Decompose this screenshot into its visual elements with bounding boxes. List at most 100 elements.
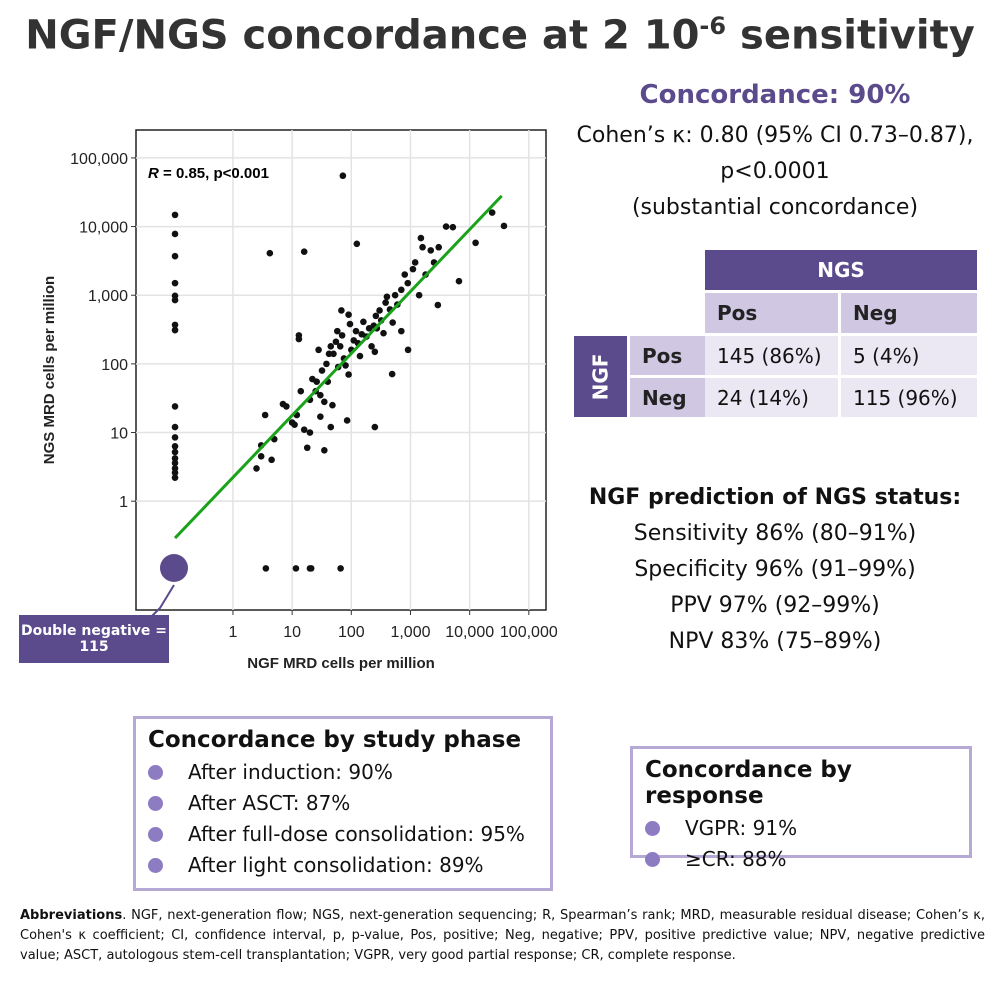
response-item: ≥CR: 88% <box>645 844 957 875</box>
point <box>321 447 328 454</box>
point <box>427 247 435 254</box>
cell: 5 (4%) <box>841 336 977 375</box>
prediction-line: Sensitivity 86% (80–91%) <box>633 521 917 546</box>
title-exponent: -6 <box>699 12 727 40</box>
kappa: Cohen’s κ: 0.80 (95% CI 0.73–0.87), p<0.… <box>560 118 990 226</box>
title-text: NGF/NGS concordance at 2 10 <box>25 12 700 59</box>
point <box>171 403 179 410</box>
point <box>295 332 303 339</box>
point <box>327 343 335 350</box>
x-axis-label: NGF MRD cells per million <box>247 655 435 672</box>
prediction-line: PPV 97% (92–99%) <box>670 593 880 618</box>
point <box>171 252 179 260</box>
callout-line <box>149 584 175 619</box>
point <box>306 429 314 436</box>
point <box>171 434 179 441</box>
point <box>415 291 423 299</box>
x-tick-label: 100,000 <box>500 624 558 641</box>
kappa-line: Cohen’s κ: 0.80 (95% CI 0.73–0.87), <box>576 123 974 148</box>
point <box>171 469 179 476</box>
col-group: NGS <box>705 250 977 290</box>
point <box>327 423 335 431</box>
kappa-line: p<0.0001 <box>720 159 830 184</box>
point <box>372 312 380 320</box>
trend-line <box>173 194 503 540</box>
x-tick-label: 100 <box>338 624 365 641</box>
abbreviations-label: Abbreviations <box>20 908 123 923</box>
point <box>337 565 344 572</box>
x-tick-label: 1,000 <box>390 624 430 641</box>
row-header: Pos <box>630 336 705 375</box>
point <box>300 426 308 433</box>
point <box>171 474 179 481</box>
point <box>317 413 324 421</box>
phase-item: After full-dose consolidation: 95% <box>148 819 538 850</box>
points <box>171 172 508 572</box>
point <box>371 348 379 356</box>
point <box>268 456 275 464</box>
point <box>401 271 409 278</box>
point <box>352 327 360 335</box>
point <box>292 565 300 572</box>
point <box>171 455 179 462</box>
abbreviations-text: . NGF, next-generation flow; NGS, next-g… <box>20 908 985 963</box>
point <box>332 338 340 346</box>
point <box>262 565 270 572</box>
y-axis-label: NGS MRD cells per million <box>41 276 58 464</box>
phase-item: After induction: 90% <box>148 757 538 788</box>
point <box>404 279 412 287</box>
point <box>345 311 352 319</box>
point <box>442 223 450 230</box>
concordance-title: Concordance: 90% <box>639 80 911 110</box>
point <box>411 259 419 266</box>
point <box>330 350 337 358</box>
prediction: NGF prediction of NGS status: Sensitivit… <box>560 480 990 660</box>
point <box>171 326 179 334</box>
abbreviations: Abbreviations. NGF, next-generation flow… <box>20 906 985 966</box>
y-tick-label: 10,000 <box>79 220 128 237</box>
point <box>472 239 479 247</box>
point <box>171 459 179 467</box>
response-title: Concordance by response <box>645 757 852 809</box>
point <box>329 401 336 409</box>
phase-item: After ASCT: 87% <box>148 788 538 819</box>
col-header: Pos <box>705 293 838 333</box>
phase-title: Concordance by study phase <box>148 727 522 753</box>
y-tick-label: 1,000 <box>88 288 128 305</box>
point <box>291 421 298 429</box>
y-tick-label: 10 <box>110 426 128 443</box>
point <box>360 318 367 326</box>
point <box>435 243 443 251</box>
x-tick-label: 1 <box>228 624 237 641</box>
point <box>455 277 463 285</box>
row-header: Neg <box>630 378 705 417</box>
annotation: R = 0.85, p<0.001 <box>148 165 269 182</box>
point <box>318 367 326 374</box>
y-tick-label: 1 <box>119 494 128 511</box>
point <box>346 320 354 328</box>
point <box>171 296 179 304</box>
plot-frame <box>135 129 547 611</box>
point <box>391 291 399 299</box>
point <box>315 346 322 354</box>
point <box>317 391 324 399</box>
point <box>313 378 320 385</box>
point <box>261 411 269 419</box>
point <box>389 319 396 326</box>
x-tick-label: 10 <box>283 624 301 641</box>
kappa-line: (substantial concordance) <box>631 195 919 220</box>
point <box>353 240 361 248</box>
point <box>380 329 387 337</box>
phase-item: After light consolidation: 89% <box>148 850 538 881</box>
row-group: NGF <box>574 336 627 417</box>
response-box: Concordance by response VGPR: 91% ≥CR: 8… <box>630 746 972 871</box>
point <box>404 346 412 354</box>
point <box>171 230 179 238</box>
y-tick-label: 100,000 <box>70 151 128 168</box>
point <box>323 360 330 368</box>
point <box>388 370 396 378</box>
response-item: VGPR: 91% <box>645 813 957 844</box>
double-negative-marker <box>160 554 188 582</box>
point <box>303 444 311 452</box>
